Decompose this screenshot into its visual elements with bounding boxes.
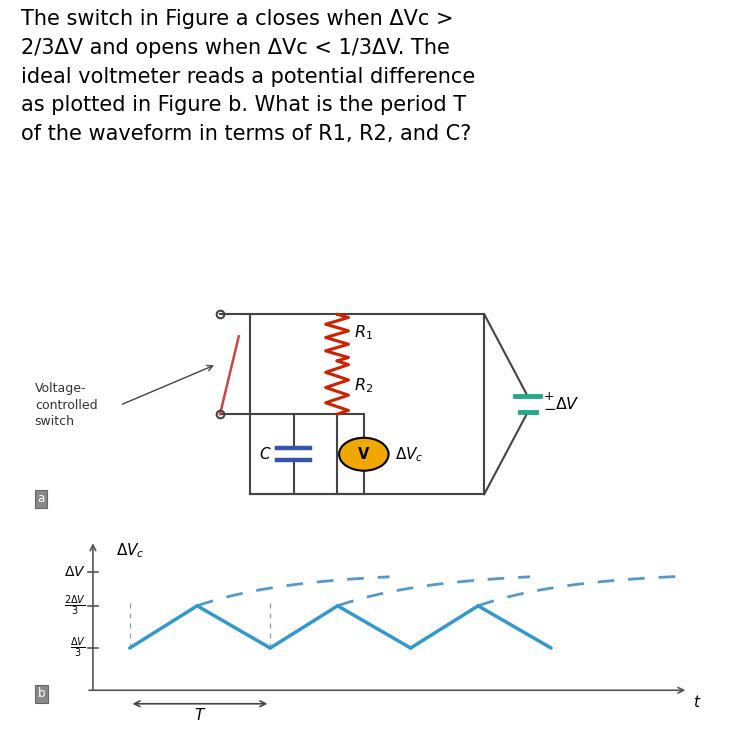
Text: $C$: $C$ bbox=[259, 446, 271, 462]
Text: V: V bbox=[358, 447, 370, 462]
Text: $\Delta V_c$: $\Delta V_c$ bbox=[395, 445, 424, 464]
Text: $\Delta V_c$: $\Delta V_c$ bbox=[116, 542, 145, 560]
Text: $T$: $T$ bbox=[194, 707, 206, 723]
Text: $\Delta V$: $\Delta V$ bbox=[555, 396, 580, 412]
Text: Voltage-
controlled
switch: Voltage- controlled switch bbox=[35, 382, 97, 428]
Text: $R_1$: $R_1$ bbox=[354, 324, 373, 342]
Text: The switch in Figure a closes when ΔVc >
2/3ΔV and opens when ΔVc < 1/3ΔV. The
i: The switch in Figure a closes when ΔVc >… bbox=[21, 9, 475, 144]
Text: −: − bbox=[544, 402, 556, 417]
Text: $\frac{2\Delta V}{3}$: $\frac{2\Delta V}{3}$ bbox=[63, 594, 85, 618]
Text: $\frac{\Delta V}{3}$: $\frac{\Delta V}{3}$ bbox=[70, 636, 85, 660]
Text: $R_2$: $R_2$ bbox=[354, 376, 373, 395]
Text: $\Delta V$: $\Delta V$ bbox=[64, 565, 85, 579]
Text: b: b bbox=[37, 688, 45, 700]
Text: +: + bbox=[544, 390, 554, 402]
Text: $t$: $t$ bbox=[693, 694, 701, 710]
Circle shape bbox=[339, 438, 389, 471]
Text: a: a bbox=[37, 492, 45, 505]
